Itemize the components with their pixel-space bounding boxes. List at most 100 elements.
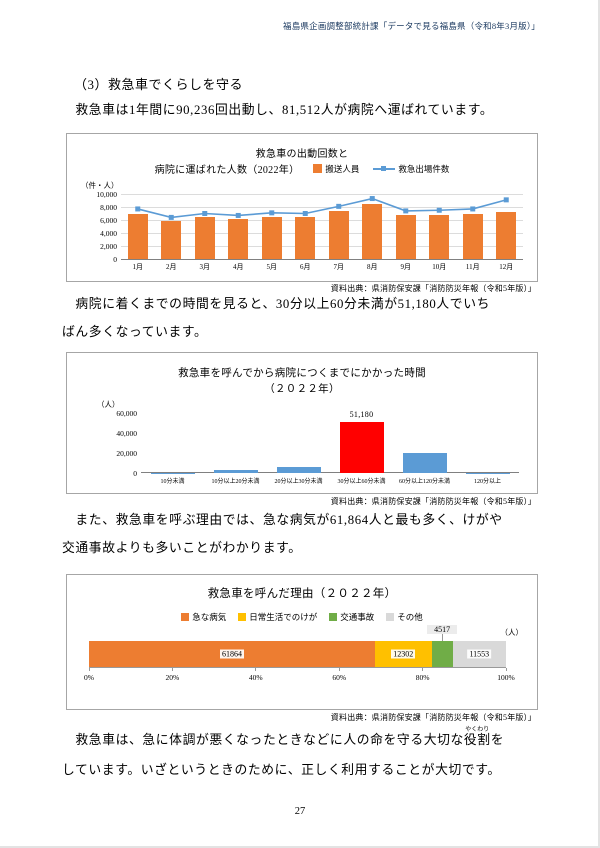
source-note: 資料出典：県消防保安課「消防防災年報（令和5年版）」: [330, 284, 536, 293]
legend-item-transport: 搬送人員: [313, 163, 359, 175]
y-tick-label: 60,000: [116, 408, 137, 418]
bar-transport: [161, 221, 182, 259]
y-tick-label: 10,000: [96, 189, 117, 199]
gridline: [121, 232, 523, 234]
chart1-plot-area: 0 2,000 4,000 6,000 8,000 10,000 1月 2月 3月 4月 5月 6月 7…: [96, 190, 523, 271]
stacked-bar: 61864 12302 11553: [89, 641, 506, 667]
chart-title-line1: 救急車を呼んでから病院につくまでにかかった時間: [178, 368, 426, 379]
x-tick-label: 60分以上120分未満: [398, 479, 450, 485]
gridline: [121, 245, 523, 247]
paragraph-line: 救急車は1年間に90,236回出動し、81,512人が病院へ運ばれています。: [62, 103, 494, 117]
bar-transport: [462, 214, 483, 259]
x-tick-label: 20%: [165, 673, 180, 682]
bar-segment-3: 11553: [452, 641, 506, 667]
legend-item-3: その他: [386, 611, 423, 623]
paragraph-line: 病院に着くまでの時間を見ると、30分以上60分未満が51,180人でいち: [62, 297, 490, 311]
legend-swatch-transport: [313, 164, 323, 173]
legend-item-1: 日常生活でのけが: [238, 611, 317, 623]
x-tick-label: 8月: [367, 263, 378, 271]
paragraph-text: を: [490, 733, 505, 747]
chart-call-reasons: 救急車を呼んだ理由（２０２２年） 急な病気 日常生活でのけが 交通事故 その他 451…: [66, 574, 538, 710]
chart2-plot-area: 0 20,000 40,000 60,000 51,180 10分未満 10分以上20分未満…: [116, 409, 519, 485]
x-tick-label: 10月: [432, 263, 447, 271]
axis-tick: [422, 668, 424, 671]
gridline: [121, 219, 523, 221]
bar-transport: [362, 203, 383, 259]
x-tick-label: 6月: [300, 263, 311, 271]
gridline: [121, 193, 523, 195]
segment-data-label: 12302: [391, 649, 416, 659]
chart-title-line2: 病院に運ばれた人数（2022年）: [154, 165, 300, 176]
legend-line-marker-square: [381, 166, 387, 171]
x-tick-label: 7月: [333, 263, 345, 271]
x-tick-label: 4月: [233, 263, 244, 271]
chart-title-and-legend-row: 病院に運ばれた人数（2022年） 搬送人員 救急出場件数: [67, 161, 537, 177]
y-tick-label: 20,000: [116, 448, 137, 458]
dispatch-line-series: [135, 196, 509, 220]
axis-tick: [338, 668, 340, 671]
source-note: 資料出典：県消防保安課「消防防災年報（令和5年版）」: [330, 713, 536, 722]
paragraph-line: 救急車は、急に体調が悪くなったときなどに人の命を守る大切な役割 やくわりを: [62, 727, 505, 747]
x-tick-label: 120分以上: [473, 479, 501, 485]
bar-transport: [127, 214, 148, 259]
y-tick-label: 2,000: [100, 241, 117, 251]
legend-label: 日常生活でのけが: [249, 612, 318, 622]
x-tick-label: 40%: [248, 673, 263, 682]
segment-data-label: 11553: [467, 649, 492, 659]
chart3-legend: 急な病気 日常生活でのけが 交通事故 その他: [67, 611, 537, 623]
ruby-base: 役割: [463, 733, 491, 747]
legend-swatch: [238, 613, 247, 621]
gridline: [121, 206, 523, 208]
legend-label: その他: [397, 612, 423, 622]
bar-transport: [328, 210, 349, 259]
bar-time-highlighted: [339, 421, 384, 473]
bar-time: [213, 469, 258, 473]
x-tick-label: 100%: [497, 673, 515, 682]
x-tick-label: 11月: [465, 263, 480, 271]
paragraph-line: 交通事故よりも多いことがわかります。: [62, 541, 302, 555]
ruby-annotation: やくわり: [465, 727, 490, 733]
ruby-word: 役割 やくわり: [463, 727, 491, 747]
y-axis-unit-label: （件・人）: [81, 181, 119, 190]
data-label: 51,180: [349, 409, 374, 419]
y-axis-unit-label: （人）: [97, 400, 120, 409]
bar-transport: [228, 219, 249, 259]
paragraph-line: ばん多くなっています。: [62, 325, 208, 339]
x-tick-label: 10分以上20分未満: [211, 479, 260, 485]
y-tick-label: 0: [113, 254, 117, 264]
bar-transport: [295, 217, 316, 259]
bar-time: [276, 466, 321, 473]
x-tick-label: 20分以上30分未満: [274, 479, 323, 485]
document-header: 福島県企画調整部統計課「データで見る福島県（令和8年3月版）」: [283, 21, 540, 31]
paragraph-text: 救急車は、急に体調が悪くなったときなどに人の命を守る大切な: [62, 733, 464, 747]
legend-item-dispatch: 救急出場件数: [373, 163, 449, 175]
legend-item-0: 急な病気: [181, 611, 226, 623]
legend-swatch: [386, 613, 395, 621]
x-tick-label: 30分以上60分未満: [337, 479, 386, 485]
y-tick-label: 4,000: [100, 228, 117, 238]
chart-title-line2: （２０２２年）: [264, 384, 340, 395]
x-tick-label: 3月: [199, 263, 211, 271]
x-tick-label: 60%: [332, 673, 347, 682]
paragraph-line: また、救急車を呼ぶ理由では、急な病気が61,864人と最も多く、けがや: [62, 513, 503, 527]
segment-data-label: 61864: [219, 649, 244, 659]
legend-label-transport: 搬送人員: [325, 163, 360, 174]
y-tick-label: 8,000: [100, 202, 117, 212]
axis-tick: [505, 668, 507, 671]
y-tick-label: 6,000: [100, 215, 117, 225]
bar-time: [402, 452, 447, 473]
annotation-traffic-accident-value: 4517: [427, 625, 458, 634]
percent-axis: 0% 20% 40% 60% 80% 100%: [84, 667, 515, 684]
bar-transport: [261, 216, 282, 259]
bar-transport: [429, 214, 450, 259]
x-tick-label: 9月: [400, 263, 412, 271]
section-title: （3）救急車でくらしを守る: [74, 77, 244, 92]
legend-item-2: 交通事故: [329, 611, 374, 623]
x-tick-label: 1月: [132, 263, 144, 271]
legend-label: 交通事故: [340, 612, 375, 622]
x-tick-label: 5月: [266, 263, 278, 271]
legend-swatch: [329, 613, 338, 621]
paragraph-line: しています。いざというときのために、正しく利用することが大切です。: [62, 763, 501, 777]
y-tick-label: 40,000: [116, 428, 137, 438]
